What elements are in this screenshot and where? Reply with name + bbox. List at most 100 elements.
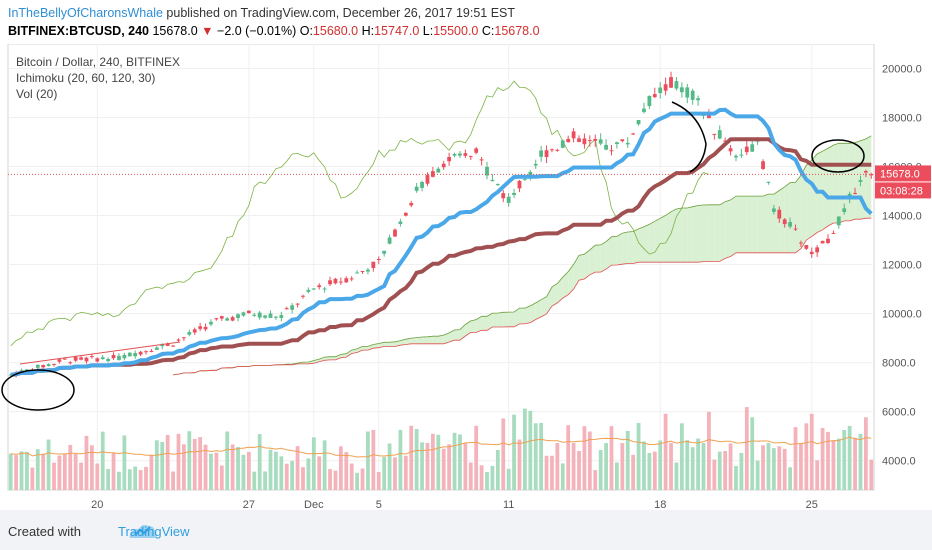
volume-bar [836, 438, 841, 490]
base-line [10, 137, 872, 377]
volume-bar [869, 459, 874, 490]
volume-bar [403, 455, 408, 490]
volume-bar [712, 459, 717, 490]
volume-bar [290, 460, 295, 490]
candle-body [328, 280, 332, 285]
y-tick-label: 10000.0 [882, 309, 922, 321]
candle-body [57, 359, 62, 362]
volume-bar [690, 447, 695, 490]
candle-body [604, 144, 608, 150]
volume-bar [577, 450, 581, 490]
author-link[interactable]: InTheBellyOfCharonsWhale [8, 6, 163, 20]
candle-body [642, 108, 646, 113]
volume-bar [268, 449, 273, 490]
price-chart[interactable]: 4000.0 6000.0 8000.0 10000.0 12000.0 14000.0 1… [0, 44, 932, 510]
candle-body [192, 329, 197, 333]
candle-body [35, 364, 40, 368]
cloud-segment [335, 354, 341, 360]
volume-bar [636, 422, 641, 490]
candle-body [52, 363, 56, 365]
candle-body [106, 359, 111, 362]
candle-body [311, 288, 316, 290]
volume-bar [501, 418, 506, 490]
candle-body [647, 95, 652, 107]
candle-body [160, 344, 165, 347]
volume-bar [604, 443, 608, 490]
candle-body [333, 278, 338, 284]
candle-body [593, 138, 598, 141]
cloud-segment [340, 353, 347, 358]
candle-body [420, 181, 424, 188]
candle-body [690, 90, 695, 100]
cloud-segment [752, 196, 758, 253]
candle-body [663, 84, 668, 91]
volume-bar [89, 445, 94, 490]
volume-bar [723, 451, 728, 490]
candle-body [728, 148, 733, 152]
volume-bar [8, 453, 13, 490]
chart-header: InTheBellyOfCharonsWhale published on Tr… [0, 0, 932, 44]
volume-bar [809, 413, 814, 490]
ohlc-line: BITFINEX:BTCUSD, 240 15678.0 ▼ −2.0 (−0.… [8, 24, 540, 38]
candle-body [398, 221, 403, 224]
candle-body [522, 178, 527, 180]
volume-bar [609, 426, 614, 490]
candle-body [582, 138, 587, 145]
volume-bar [560, 463, 565, 490]
candle-body [46, 364, 51, 367]
tradingview-logo-icon[interactable] [88, 520, 198, 542]
countdown-label: 03:08:28 [880, 185, 923, 197]
candle-body [100, 357, 105, 360]
volume-bar [533, 423, 538, 490]
cloud-segment [497, 312, 504, 328]
cloud-segment [795, 175, 801, 253]
price-tag-box [875, 165, 931, 182]
candle-body [241, 312, 246, 316]
candle-body [458, 153, 462, 156]
candle-body [41, 365, 46, 368]
volume-bar [728, 443, 733, 490]
cloud-segment [346, 350, 352, 358]
volume-bar [333, 470, 338, 490]
candle-body [382, 250, 387, 254]
cloud-segment [855, 140, 861, 220]
volume-bar [593, 470, 598, 490]
volume-bar [620, 443, 625, 490]
candle-body [111, 354, 116, 359]
volume-bar [52, 462, 56, 490]
volume-bar [820, 428, 825, 490]
created-with-label: Created with [8, 524, 81, 539]
cloud-segment [394, 340, 401, 347]
volume-bar [441, 448, 446, 490]
volume-bar [642, 441, 646, 490]
volume-bar [14, 455, 19, 490]
volume-bar [539, 422, 544, 490]
cloud-segment [735, 196, 742, 253]
volume-bar [598, 450, 603, 490]
tradingview-brand[interactable]: TradingView [118, 524, 190, 539]
volume-bar [35, 449, 40, 490]
candle-body [528, 171, 533, 176]
high-value: 15747.0 [374, 24, 420, 38]
volume-bar [371, 430, 376, 490]
candle-body [447, 156, 452, 162]
candle-body [652, 94, 657, 98]
volume-bar [360, 468, 365, 490]
cloud-segment [519, 308, 525, 324]
volume-bar [425, 443, 430, 490]
volume-bar [582, 426, 587, 490]
volume-bar [414, 428, 419, 490]
volume-bar [522, 408, 527, 490]
volume-bar [230, 444, 235, 490]
cloud-segment [557, 277, 563, 303]
cloud-segment [546, 286, 552, 314]
cloud-segment [589, 245, 596, 275]
x-tick-label: 11 [503, 499, 514, 510]
x-tick-label: 27 [243, 499, 255, 510]
volume-bar [198, 437, 203, 490]
cloud-segment [562, 271, 569, 299]
cloud-segment [411, 337, 417, 344]
candle-body [366, 269, 370, 272]
volume-bar [246, 451, 251, 490]
cloud-segment [616, 233, 623, 265]
